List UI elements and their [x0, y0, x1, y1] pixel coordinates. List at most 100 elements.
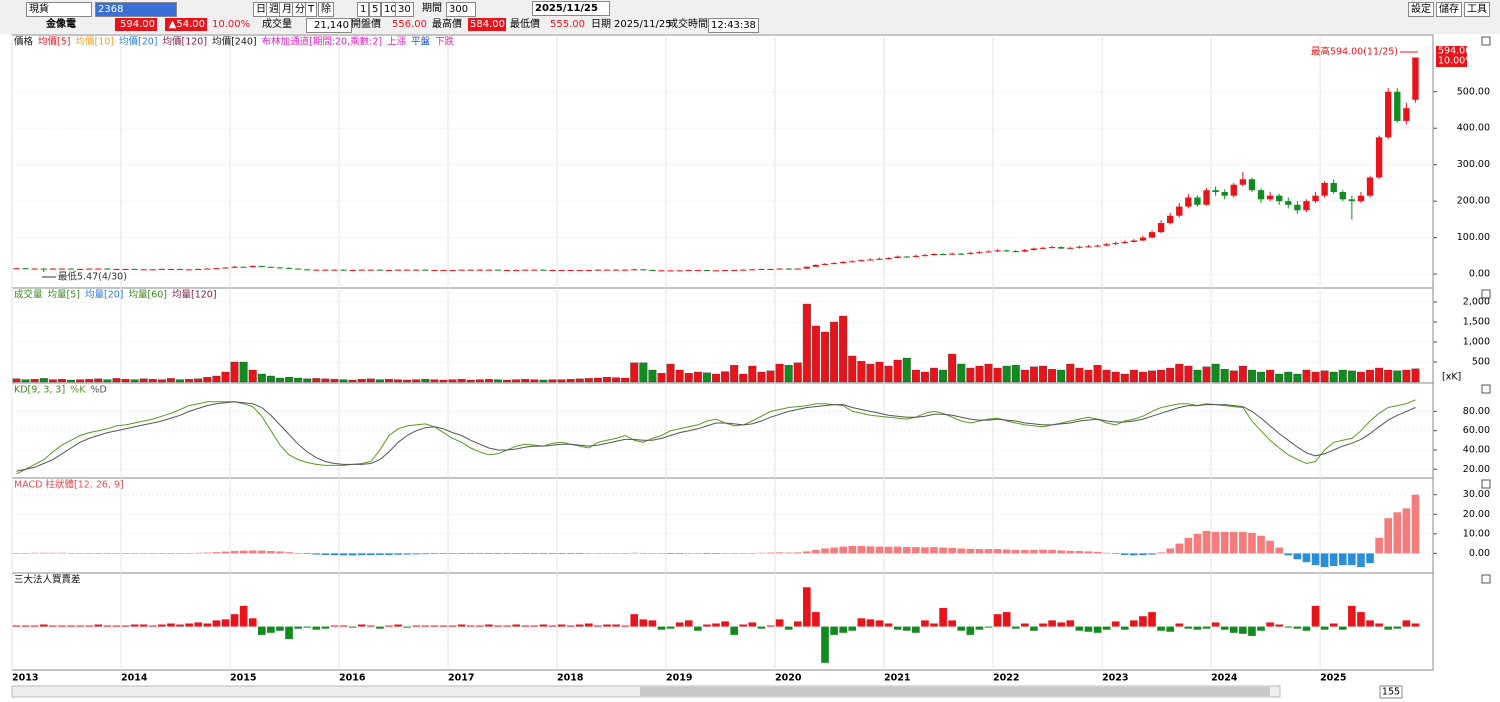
bar	[439, 625, 448, 627]
bar	[648, 553, 657, 554]
bar	[921, 547, 929, 554]
candle-body	[258, 266, 265, 268]
menu-button[interactable]: 工具	[1464, 2, 1490, 17]
volume-bar	[920, 371, 929, 383]
bar	[875, 620, 884, 627]
bar	[839, 546, 847, 554]
symbol[interactable]: 2368	[95, 2, 177, 17]
volume-bar	[430, 379, 439, 383]
bar	[766, 625, 775, 627]
range-input[interactable]: 300	[446, 2, 476, 17]
candle-body	[240, 266, 247, 268]
close-button[interactable]	[1481, 36, 1491, 46]
close-button[interactable]	[1481, 289, 1491, 299]
volume-bar	[457, 379, 466, 383]
volume-bar	[157, 379, 166, 383]
zoom-box[interactable]	[1379, 685, 1403, 699]
volume-bar	[366, 378, 375, 383]
bar	[575, 553, 584, 554]
bar	[984, 626, 993, 628]
bar	[357, 553, 366, 556]
volume-bar	[194, 378, 203, 383]
candle-body	[1412, 57, 1419, 100]
candle-body	[612, 269, 620, 271]
bar	[1320, 626, 1329, 630]
candle-body	[594, 269, 602, 271]
volume-bar	[1402, 369, 1411, 383]
y-tick-label: 10.00	[1463, 528, 1490, 539]
volume-bar	[1320, 370, 1329, 383]
volume-bar	[957, 363, 966, 383]
volume-bar	[648, 369, 657, 383]
bar	[1257, 535, 1265, 554]
candle-body	[1076, 246, 1083, 248]
volume-bar	[39, 378, 48, 383]
minute-button[interactable]: 1	[357, 2, 370, 17]
bar	[930, 623, 938, 627]
candle-body	[394, 269, 402, 271]
bar	[603, 552, 611, 554]
volume-bar	[12, 378, 21, 383]
menu-button[interactable]: 儲存	[1436, 2, 1462, 17]
bar	[1166, 548, 1175, 554]
volume-bar	[1129, 369, 1138, 383]
bar	[921, 620, 929, 627]
volume-bar	[212, 375, 221, 383]
bar	[1348, 605, 1356, 627]
bar	[1111, 553, 1120, 554]
bar	[1311, 553, 1320, 566]
close-button[interactable]	[1481, 574, 1491, 584]
candle-body	[113, 268, 120, 270]
date-select[interactable]: 2025/11/25	[532, 1, 610, 16]
candle-body	[767, 268, 774, 270]
bar	[421, 553, 430, 555]
bar	[739, 624, 748, 627]
volume-bar	[821, 331, 829, 383]
bar	[775, 552, 784, 554]
volume-bar	[1039, 365, 1047, 383]
market[interactable]: 現貨	[26, 2, 92, 17]
volume-bar	[984, 363, 993, 383]
candle-body	[958, 253, 965, 255]
candle-body	[1403, 108, 1410, 121]
volume-bar	[1257, 371, 1265, 383]
minute-button[interactable]: 30	[395, 2, 414, 17]
period-button[interactable]: 除	[318, 2, 334, 17]
candle-body	[1257, 190, 1265, 200]
minute-button[interactable]: 5	[369, 2, 382, 17]
volume-bar	[1175, 363, 1184, 383]
candle-body	[204, 268, 211, 270]
bar	[85, 552, 94, 554]
volume-bar	[484, 379, 493, 383]
bar	[666, 553, 675, 554]
bar	[1402, 620, 1411, 627]
close-button[interactable]	[1481, 384, 1491, 394]
scroll-thumb[interactable]	[640, 687, 1270, 696]
bar	[1030, 626, 1038, 631]
period-button[interactable]: T	[305, 2, 318, 17]
bar	[212, 552, 221, 554]
bar	[521, 625, 530, 627]
menu-button[interactable]: 設定	[1408, 2, 1434, 17]
candle-body	[86, 268, 93, 270]
bar	[430, 553, 439, 554]
bar	[194, 552, 203, 554]
volume-bar	[603, 377, 611, 383]
candle-body	[1121, 241, 1128, 244]
bar	[648, 620, 657, 627]
bar	[485, 624, 493, 627]
bar	[866, 546, 875, 554]
bar	[1166, 626, 1175, 632]
bar	[1057, 550, 1066, 554]
bar	[1275, 624, 1284, 627]
volume-bar	[294, 377, 303, 383]
bar	[49, 552, 57, 554]
period-button[interactable]: 分	[292, 2, 308, 17]
close-button[interactable]	[1481, 479, 1491, 489]
candle-body	[158, 268, 166, 270]
volume-bar	[176, 379, 185, 383]
candle-body	[149, 269, 156, 271]
volume-bar	[1120, 373, 1129, 383]
volume-bar	[221, 371, 230, 383]
candle-body	[31, 268, 38, 270]
